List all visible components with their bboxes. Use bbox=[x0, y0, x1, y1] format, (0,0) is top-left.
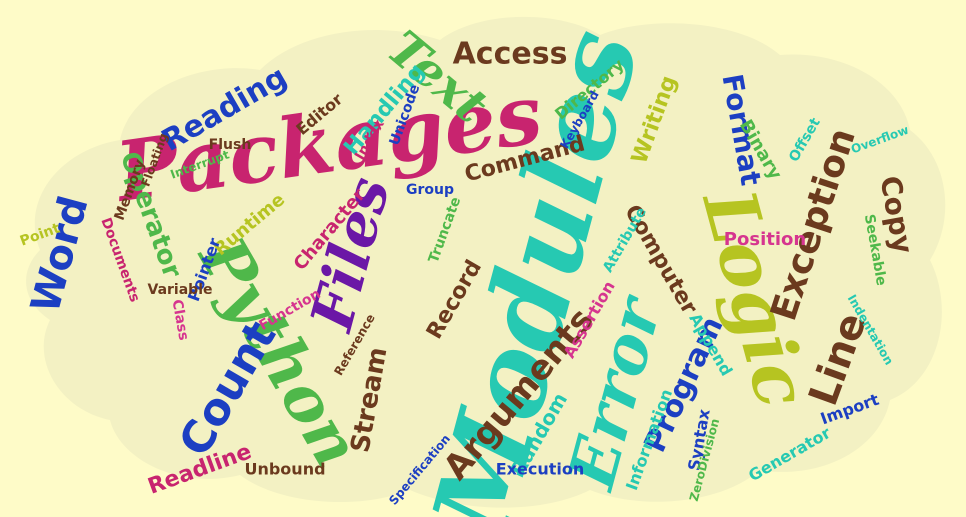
word-unbound: Unbound bbox=[244, 460, 325, 479]
word-position: Position bbox=[724, 229, 806, 250]
word-flush: Flush bbox=[209, 137, 252, 153]
word-execution: Execution bbox=[496, 460, 585, 479]
word-class: Class bbox=[169, 298, 192, 341]
word-access: Access bbox=[453, 37, 568, 72]
word-variable: Variable bbox=[148, 282, 213, 298]
cloud-shape bbox=[26, 16, 946, 508]
word-group: Group bbox=[406, 182, 454, 198]
